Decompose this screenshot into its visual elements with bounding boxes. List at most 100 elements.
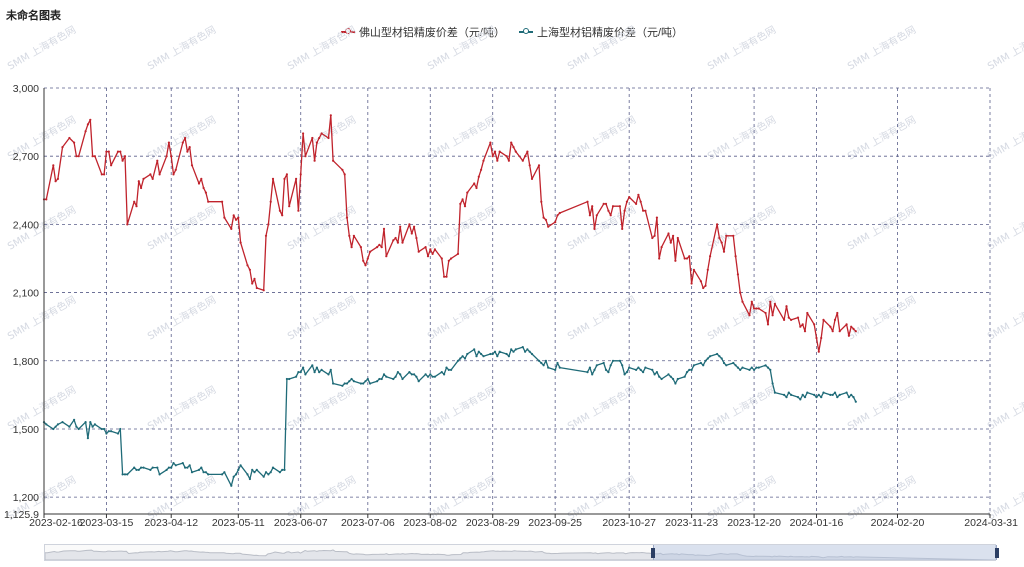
data-point bbox=[156, 466, 159, 469]
slider-window[interactable] bbox=[651, 545, 999, 560]
data-point bbox=[408, 371, 411, 374]
y-tick-label: 1,500 bbox=[13, 424, 39, 436]
data-point bbox=[461, 355, 464, 358]
data-point bbox=[271, 177, 275, 180]
data-point bbox=[184, 466, 187, 469]
data-point bbox=[655, 371, 659, 374]
data-point bbox=[702, 364, 705, 367]
data-point bbox=[845, 323, 848, 326]
data-point bbox=[413, 225, 416, 228]
data-point bbox=[845, 391, 848, 394]
data-point bbox=[165, 155, 168, 158]
data-point bbox=[477, 175, 480, 178]
data-point bbox=[313, 159, 316, 162]
data-zoom-slider[interactable] bbox=[44, 544, 999, 561]
data-point bbox=[119, 427, 122, 431]
data-point bbox=[799, 325, 802, 328]
data-point bbox=[672, 234, 675, 237]
watermark-text: SMM 上海有色网 bbox=[565, 113, 638, 163]
slider-handle-left[interactable] bbox=[651, 548, 655, 558]
data-point bbox=[542, 216, 545, 219]
data-point bbox=[732, 234, 735, 237]
data-point bbox=[459, 357, 462, 360]
watermark-text: SMM 上海有色网 bbox=[705, 383, 778, 433]
y-tick-label: 3,000 bbox=[13, 83, 39, 95]
data-point bbox=[750, 300, 753, 303]
data-point bbox=[348, 380, 351, 383]
data-point bbox=[378, 377, 381, 381]
data-point bbox=[750, 366, 753, 369]
data-point bbox=[602, 202, 605, 205]
data-point bbox=[766, 366, 770, 369]
data-point bbox=[299, 173, 302, 176]
data-point bbox=[140, 466, 143, 469]
data-point bbox=[831, 393, 834, 396]
data-point bbox=[110, 164, 113, 167]
data-point bbox=[558, 366, 561, 369]
data-point bbox=[440, 257, 443, 260]
data-point bbox=[255, 286, 258, 290]
data-point bbox=[135, 205, 138, 208]
watermark-text: SMM 上海有色网 bbox=[145, 473, 218, 523]
data-point bbox=[757, 307, 760, 310]
data-point bbox=[852, 396, 855, 399]
data-point bbox=[651, 368, 654, 371]
data-point bbox=[521, 346, 524, 349]
data-point bbox=[489, 352, 492, 356]
data-point bbox=[741, 300, 744, 303]
legend-item-foshan[interactable]: 佛山型材铝精废价差（元/吨） bbox=[340, 24, 505, 40]
data-point bbox=[142, 466, 145, 469]
data-point bbox=[311, 364, 314, 367]
data-point bbox=[119, 150, 122, 153]
data-point bbox=[100, 173, 103, 176]
data-point bbox=[415, 236, 418, 240]
data-point bbox=[544, 218, 548, 221]
x-tick-label: 2024-02-20 bbox=[871, 517, 925, 529]
data-point bbox=[473, 182, 476, 185]
data-point bbox=[847, 334, 851, 337]
data-point bbox=[773, 302, 777, 305]
x-tick-label: 2023-08-02 bbox=[403, 517, 457, 529]
data-point bbox=[126, 223, 129, 226]
watermark-text: SMM 上海有色网 bbox=[425, 383, 498, 433]
data-point bbox=[639, 200, 642, 203]
data-point bbox=[223, 216, 226, 219]
slider-handle-right[interactable] bbox=[995, 548, 999, 558]
data-point bbox=[318, 136, 321, 140]
data-point bbox=[54, 180, 57, 183]
data-point bbox=[817, 350, 820, 353]
data-point bbox=[429, 373, 432, 376]
x-tick-label: 2024-03-31 bbox=[964, 517, 1018, 529]
data-point bbox=[158, 473, 161, 476]
data-point bbox=[450, 368, 453, 371]
data-point bbox=[783, 318, 786, 321]
data-point bbox=[285, 173, 288, 176]
data-point bbox=[739, 291, 742, 294]
data-point bbox=[329, 114, 332, 117]
series-foshan bbox=[42, 114, 857, 353]
data-point bbox=[207, 200, 210, 203]
data-point bbox=[658, 257, 661, 260]
data-point bbox=[401, 241, 404, 244]
data-point bbox=[142, 177, 145, 180]
data-point bbox=[385, 375, 388, 378]
data-point bbox=[399, 225, 402, 228]
x-tick-label: 2023-07-06 bbox=[341, 517, 395, 529]
data-point bbox=[554, 368, 557, 371]
data-point bbox=[556, 214, 559, 217]
data-point bbox=[685, 257, 689, 260]
data-point bbox=[89, 118, 92, 121]
watermark-text: SMM 上海有色网 bbox=[985, 23, 1024, 73]
legend-item-shanghai[interactable]: 上海型材铝精废价差（元/吨） bbox=[519, 24, 683, 40]
data-point bbox=[255, 468, 258, 471]
x-tick-label: 2023-08-29 bbox=[466, 517, 520, 529]
data-point bbox=[625, 200, 629, 203]
data-point bbox=[401, 377, 404, 381]
data-point bbox=[685, 371, 689, 374]
data-point bbox=[304, 373, 307, 376]
data-point bbox=[262, 289, 265, 292]
data-point bbox=[482, 159, 485, 162]
data-point bbox=[741, 366, 744, 369]
data-point bbox=[833, 391, 837, 394]
data-point bbox=[757, 366, 760, 369]
